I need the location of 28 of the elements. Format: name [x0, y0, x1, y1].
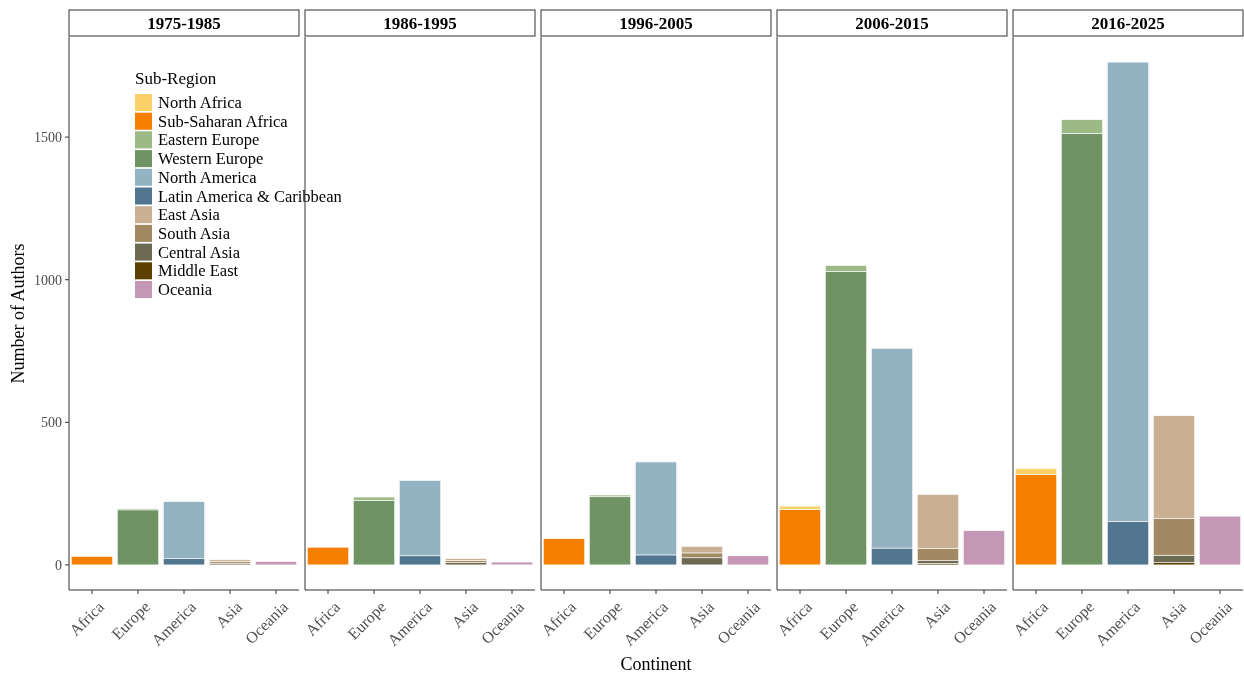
y-tick-label: 1500 — [34, 130, 62, 145]
legend-label: Central Asia — [158, 242, 241, 262]
x-tick-label: Asia — [684, 598, 718, 631]
chart-title: 1986-1995 — [383, 14, 457, 33]
chart-title: 1996-2005 — [619, 14, 693, 33]
y-axis-title: Number of Authors — [8, 243, 28, 384]
y-tick-label: 500 — [41, 415, 62, 431]
legend-label: Oceania — [158, 280, 213, 299]
y-tick-label: 0 — [55, 557, 62, 573]
legend-title: Sub-Region — [135, 69, 217, 88]
chart-title: 2016-2025 — [1091, 14, 1165, 33]
legend-label: Western Europe — [158, 149, 264, 169]
chart-title: 1975-1985 — [147, 14, 221, 33]
x-axis-title: Continent — [620, 654, 692, 674]
chart-title: 2006-2015 — [855, 14, 929, 33]
x-tick-label: Asia — [1156, 598, 1190, 631]
x-tick-label: Asia — [212, 598, 246, 631]
y-tick-label: 1000 — [34, 272, 62, 288]
x-tick-label: Asia — [448, 598, 482, 631]
legend-label: North America — [158, 167, 258, 187]
legend-label: Sub-Saharan Africa — [158, 111, 289, 131]
legend-label: Middle East — [158, 261, 239, 281]
legend-label: East Asia — [158, 205, 221, 225]
x-tick-label: Asia — [920, 598, 954, 631]
legend-label: Eastern Europe — [158, 130, 260, 150]
legend-label: Latin America & Caribbean — [158, 186, 342, 206]
legend-label: South Asia — [158, 223, 231, 243]
legend-label: North Africa — [158, 93, 243, 112]
